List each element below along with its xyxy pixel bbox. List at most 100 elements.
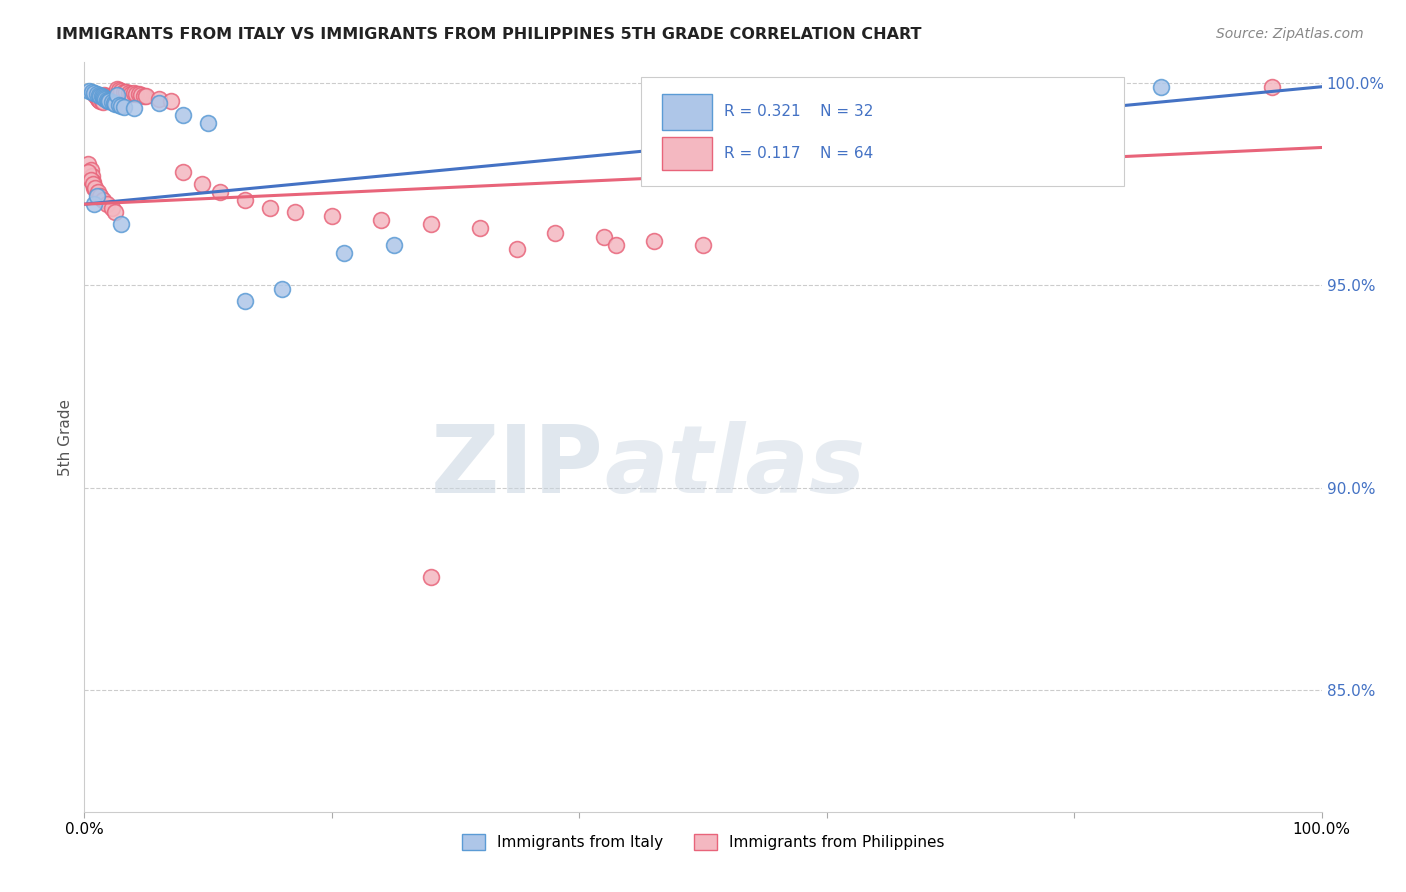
Point	[98, 94, 121, 108]
Point	[77, 165, 100, 179]
Point	[104, 95, 127, 109]
Point	[89, 189, 111, 203]
Point	[77, 157, 100, 171]
Point	[89, 94, 111, 108]
Point	[89, 87, 111, 102]
Point	[122, 86, 145, 100]
Point	[271, 282, 294, 296]
Text: IMMIGRANTS FROM ITALY VS IMMIGRANTS FROM PHILIPPINES 5TH GRADE CORRELATION CHART: IMMIGRANTS FROM ITALY VS IMMIGRANTS FROM…	[56, 27, 922, 42]
Point	[94, 88, 117, 103]
Point	[543, 226, 565, 240]
Point	[98, 91, 121, 105]
Point	[160, 94, 183, 108]
Y-axis label: 5th Grade: 5th Grade	[58, 399, 73, 475]
Text: atlas: atlas	[605, 421, 865, 513]
Point	[90, 89, 112, 103]
Point	[91, 90, 114, 104]
Point	[148, 95, 170, 110]
Point	[80, 85, 103, 99]
Point	[112, 85, 135, 99]
Point	[321, 210, 343, 224]
Point	[129, 87, 152, 102]
Point	[83, 181, 105, 195]
Point	[110, 84, 132, 98]
Point	[108, 98, 131, 112]
Point	[82, 175, 104, 189]
Point	[87, 92, 110, 106]
Point	[172, 108, 194, 122]
Point	[1261, 79, 1284, 94]
Point	[128, 87, 150, 102]
Point	[91, 95, 114, 109]
Point	[103, 95, 125, 110]
Text: Source: ZipAtlas.com: Source: ZipAtlas.com	[1216, 27, 1364, 41]
Point	[79, 173, 101, 187]
Point	[89, 88, 111, 103]
Point	[110, 99, 132, 113]
Point	[96, 89, 118, 103]
Point	[96, 93, 118, 107]
Point	[100, 201, 122, 215]
Point	[284, 205, 307, 219]
Point	[132, 88, 155, 103]
Point	[692, 237, 714, 252]
Text: R = 0.321    N = 32: R = 0.321 N = 32	[724, 104, 873, 120]
Point	[100, 93, 122, 107]
Point	[370, 213, 392, 227]
Point	[93, 91, 115, 105]
Point	[91, 193, 114, 207]
Point	[643, 234, 665, 248]
Point	[209, 185, 232, 199]
Point	[83, 197, 105, 211]
Text: ZIP: ZIP	[432, 421, 605, 513]
Point	[98, 92, 121, 106]
Point	[97, 90, 120, 104]
Point	[1150, 79, 1173, 94]
Point	[122, 101, 145, 115]
Point	[191, 177, 214, 191]
Point	[605, 237, 627, 252]
Point	[148, 92, 170, 106]
Point	[83, 86, 105, 100]
Point	[197, 116, 219, 130]
Point	[97, 94, 120, 108]
Point	[100, 95, 122, 109]
Bar	[662, 94, 711, 130]
Point	[506, 242, 529, 256]
FancyBboxPatch shape	[641, 78, 1123, 186]
Point	[94, 92, 117, 106]
Point	[333, 245, 356, 260]
Point	[84, 181, 107, 195]
Point	[135, 89, 157, 103]
Point	[470, 221, 492, 235]
Point	[90, 95, 112, 109]
Point	[419, 218, 441, 232]
Point	[233, 193, 256, 207]
Point	[82, 177, 104, 191]
Point	[93, 87, 115, 102]
Point	[104, 96, 127, 111]
Point	[79, 84, 101, 98]
Point	[593, 229, 616, 244]
Point	[87, 185, 110, 199]
Point	[105, 82, 128, 96]
Point	[86, 189, 108, 203]
Point	[419, 570, 441, 584]
Point	[112, 100, 135, 114]
Point	[115, 86, 138, 100]
Point	[233, 294, 256, 309]
Legend: Immigrants from Italy, Immigrants from Philippines: Immigrants from Italy, Immigrants from P…	[456, 829, 950, 856]
Bar	[662, 136, 711, 170]
Point	[89, 93, 111, 107]
Point	[105, 87, 128, 102]
Point	[84, 87, 107, 102]
Point	[125, 87, 148, 101]
Point	[118, 86, 141, 100]
Point	[382, 237, 405, 252]
Point	[104, 205, 127, 219]
Text: R = 0.117    N = 64: R = 0.117 N = 64	[724, 146, 873, 161]
Point	[172, 165, 194, 179]
Point	[259, 201, 281, 215]
Point	[110, 218, 132, 232]
Point	[79, 162, 101, 177]
